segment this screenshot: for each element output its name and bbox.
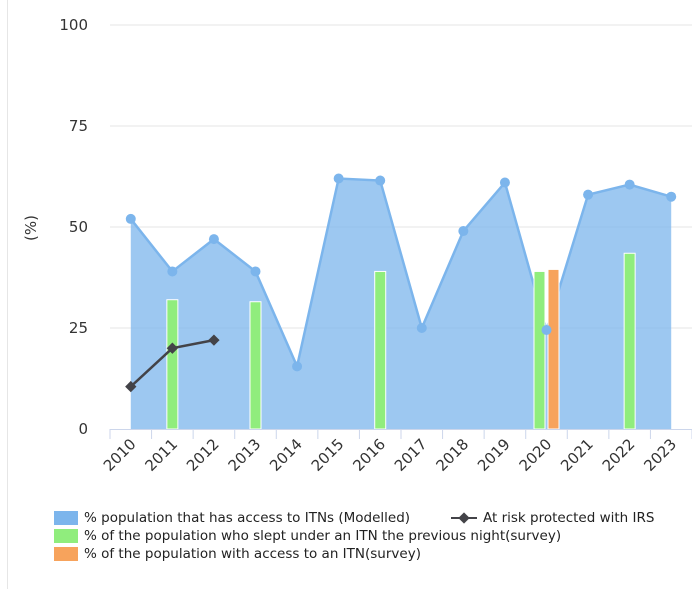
- area-point-itn-access-modelled: [416, 323, 427, 333]
- x-tick-label: 2016: [349, 435, 389, 475]
- area-point-itn-access-modelled: [375, 175, 386, 186]
- bar-itn-access-survey: [547, 268, 560, 430]
- x-tick-label: 2018: [432, 435, 472, 475]
- x-tick-label: 2019: [474, 435, 514, 475]
- area-point-itn-access-modelled: [458, 226, 469, 237]
- area-point-itn-access-modelled: [499, 177, 510, 188]
- legend-item-itn-access-survey[interactable]: % of the population with access to an IT…: [54, 546, 421, 562]
- area-fill-itn-access-modelled: [130, 178, 672, 429]
- area-point-itn-access-modelled: [624, 179, 635, 190]
- y-tick-label: 25: [69, 319, 88, 337]
- y-tick-label: 0: [78, 420, 88, 438]
- area-point-itn-access-modelled: [666, 191, 677, 202]
- legend-swatch-itn-access-modelled: [54, 511, 78, 525]
- legend-symbol-irs-protected: [451, 511, 477, 525]
- y-tick-label: 75: [69, 117, 88, 135]
- bar-slept-under-itn: [623, 252, 636, 430]
- legend-swatch-itn-access-survey: [54, 547, 78, 561]
- area-point-itn-access-modelled: [250, 266, 261, 277]
- legend-item-irs-protected[interactable]: At risk protected with IRS: [451, 510, 654, 526]
- legend-item-itn-access-modelled[interactable]: % population that has access to ITNs (Mo…: [54, 510, 410, 526]
- x-tick-label: 2014: [266, 435, 306, 475]
- area-point-itn-access-modelled: [292, 361, 303, 372]
- y-axis-title: (%): [22, 215, 40, 241]
- x-tick-label: 2020: [516, 435, 556, 475]
- legend-label-itn-access-survey: % of the population with access to an IT…: [84, 546, 421, 562]
- x-tick-label: 2010: [100, 435, 140, 475]
- legend-label-slept-under-itn: % of the population who slept under an I…: [84, 528, 562, 544]
- bar-slept-under-itn: [166, 299, 179, 430]
- x-tick-label: 2022: [599, 435, 639, 475]
- x-tick-label: 2012: [183, 435, 223, 475]
- legend-item-slept-under-itn[interactable]: % of the population who slept under an I…: [54, 528, 561, 544]
- legend-label-itn-access-modelled: % population that has access to ITNs (Mo…: [84, 510, 411, 526]
- area-point-itn-access-modelled: [125, 213, 136, 224]
- area-point-itn-access-modelled: [583, 189, 594, 200]
- marker-layer: [125, 173, 677, 393]
- x-tick-label: 2023: [640, 435, 680, 475]
- legend-label-irs-protected: At risk protected with IRS: [483, 510, 655, 526]
- chart-left-border: [7, 0, 8, 589]
- area-point-itn-access-modelled: [167, 266, 178, 277]
- area-layer: [129, 177, 672, 429]
- y-tick-label: 50: [69, 218, 88, 236]
- x-tick-label: 2013: [225, 435, 265, 475]
- x-tick-label: 2017: [391, 435, 431, 475]
- area-point-itn-access-modelled: [208, 234, 219, 245]
- y-tick-label: 100: [59, 16, 88, 34]
- area-point-itn-access-modelled: [541, 325, 552, 336]
- point-irs-protected: [208, 334, 220, 346]
- x-tick-label: 2021: [557, 435, 597, 475]
- bar-slept-under-itn: [374, 270, 387, 430]
- x-tick-label: 2011: [141, 435, 181, 475]
- area-point-itn-access-modelled: [333, 173, 344, 184]
- area-line-itn-access-modelled: [129, 177, 672, 371]
- bar-slept-under-itn: [249, 301, 262, 430]
- x-tick-label: 2015: [308, 435, 348, 475]
- point-irs-protected: [166, 342, 179, 354]
- bar-slept-under-itn: [533, 270, 546, 430]
- legend-swatch-slept-under-itn: [54, 529, 78, 543]
